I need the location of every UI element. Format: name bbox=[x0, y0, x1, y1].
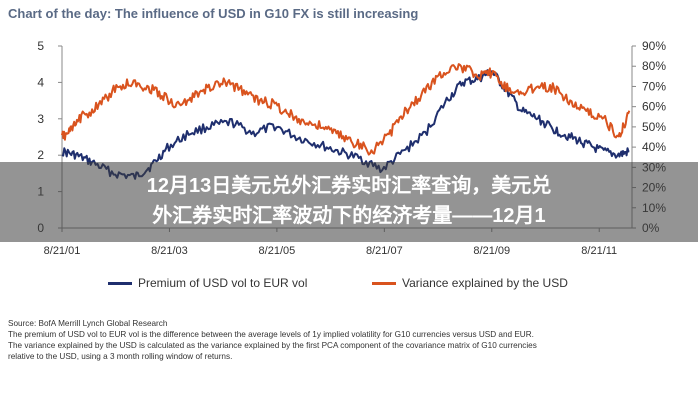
x-tick-label: 8/21/03 bbox=[151, 245, 188, 257]
y-right-tick-label: 50% bbox=[642, 120, 666, 134]
series-line-usd-vol-premium bbox=[61, 69, 630, 180]
note-line: relative to the USD, using a 3 month rol… bbox=[8, 352, 233, 361]
y-left-tick-label: 5 bbox=[37, 39, 44, 53]
y-right-tick-label: 70% bbox=[642, 79, 666, 93]
note-line: The premium of USD vol to EUR vol is the… bbox=[8, 330, 534, 339]
legend: Premium of USD vol to EUR vol Variance e… bbox=[0, 276, 698, 296]
series-line-usd-variance bbox=[61, 63, 631, 156]
x-tick-label: 8/21/07 bbox=[366, 245, 403, 257]
y-right-tick-label: 90% bbox=[642, 39, 666, 53]
legend-swatch-navy bbox=[108, 281, 132, 285]
series-layer bbox=[61, 63, 631, 180]
chart-notes: Source: BofA Merrill Lynch Global Resear… bbox=[8, 318, 690, 362]
legend-item-variance: Variance explained by the USD bbox=[372, 276, 568, 290]
x-tick-label: 8/21/05 bbox=[259, 245, 296, 257]
legend-swatch-orange bbox=[372, 281, 396, 285]
y-left-tick-label: 2 bbox=[37, 148, 44, 162]
y-right-tick-label: 40% bbox=[642, 140, 666, 154]
banner-line-2: 外汇券实时汇率波动下的经济考量——12月1 bbox=[152, 205, 546, 227]
source-note: Source: BofA Merrill Lynch Global Resear… bbox=[8, 319, 168, 328]
banner-line-1: 12月13日美元兑外汇券实时汇率查询，美元兑 bbox=[146, 175, 552, 197]
x-tick-label: 8/21/01 bbox=[44, 245, 81, 257]
x-tick-label: 8/21/11 bbox=[581, 245, 617, 257]
legend-label: Premium of USD vol to EUR vol bbox=[138, 276, 308, 290]
legend-item-usd-premium: Premium of USD vol to EUR vol bbox=[108, 276, 307, 290]
y-left-tick-label: 3 bbox=[37, 112, 44, 126]
y-right-tick-label: 80% bbox=[642, 59, 666, 73]
legend-label: Variance explained by the USD bbox=[402, 276, 568, 290]
y-left-tick-label: 4 bbox=[37, 75, 44, 89]
note-line: The variance explained by the USD is cal… bbox=[8, 341, 537, 350]
overlay-banner: 12月13日美元兑外汇券实时汇率查询，美元兑 外汇券实时汇率波动下的经济考量——… bbox=[0, 162, 698, 242]
chart-title: Chart of the day: The influence of USD i… bbox=[8, 6, 419, 21]
x-tick-label: 8/21/09 bbox=[473, 245, 510, 257]
y-right-tick-label: 60% bbox=[642, 100, 666, 114]
